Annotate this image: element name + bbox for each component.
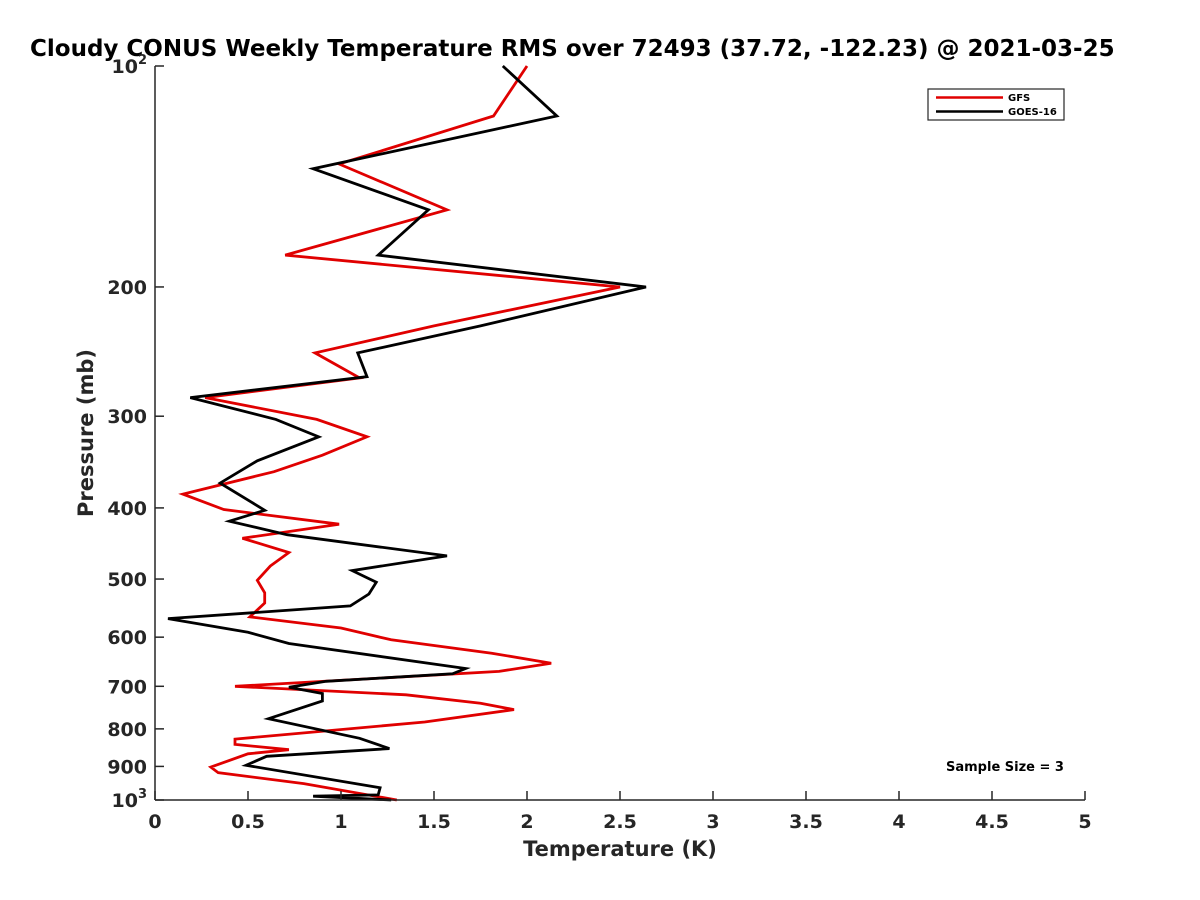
x-tick-label: 0 [148, 811, 161, 833]
y-ticks: 102 200 300 400 500 600 700 800 900 103 [107, 53, 164, 812]
x-tick-label: 0.5 [231, 811, 265, 833]
x-ticks: 0 0.5 1 1.5 2 2.5 3 3.5 4 4.5 5 [148, 791, 1092, 833]
x-tick-label: 3 [706, 811, 719, 833]
y-tick-label: 600 [107, 627, 147, 649]
y-tick-label: 700 [107, 676, 147, 698]
legend-label-gfs: GFS [1008, 93, 1030, 104]
y-tick-label: 900 [107, 756, 147, 778]
y-tick-label: 500 [107, 569, 147, 591]
x-tick-label: 1 [334, 811, 347, 833]
x-tick-label: 3.5 [789, 811, 823, 833]
y-tick-label: 800 [107, 719, 147, 741]
chart-title: Cloudy CONUS Weekly Temperature RMS over… [30, 36, 1115, 62]
x-axis-label: Temperature (K) [523, 837, 717, 861]
y-tick-label: 400 [107, 498, 147, 520]
x-tick-label: 2 [520, 811, 533, 833]
x-tick-label: 4 [892, 811, 905, 833]
y-axis-label: Pressure (mb) [74, 349, 98, 517]
legend: GFS GOES-16 [927, 88, 1065, 121]
legend-box [927, 88, 1065, 121]
x-tick-label: 5 [1078, 811, 1091, 833]
series-layer [167, 64, 647, 802]
legend-label-goes16: GOES-16 [1008, 107, 1057, 118]
x-tick-label: 2.5 [603, 811, 637, 833]
series-line-gfs [178, 65, 621, 802]
sample-size-annotation: Sample Size = 3 [946, 760, 1064, 775]
y-tick-label: 103 [112, 787, 148, 812]
y-tick-label: 300 [107, 406, 147, 428]
y-tick-label: 200 [107, 277, 147, 299]
y-tick-label: 102 [112, 53, 148, 78]
x-tick-label: 1.5 [417, 811, 451, 833]
series-line-goes-16 [167, 64, 647, 802]
x-tick-label: 4.5 [975, 811, 1009, 833]
